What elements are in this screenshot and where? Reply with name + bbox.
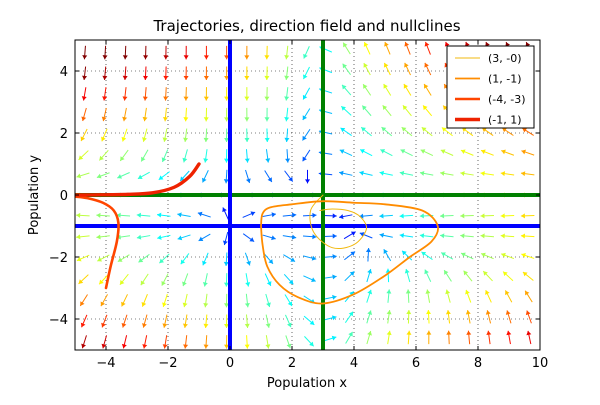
x-tick-label: 10 bbox=[532, 356, 549, 371]
x-tick-label: 8 bbox=[474, 356, 482, 371]
y-axis-label: Population y bbox=[27, 155, 42, 235]
y-tick-label: −2 bbox=[49, 251, 68, 266]
y-tick-label: −4 bbox=[49, 313, 68, 328]
y-tick-label: 4 bbox=[60, 65, 68, 80]
x-tick-label: 0 bbox=[226, 356, 234, 371]
legend-label: (-4, -3) bbox=[488, 93, 526, 106]
legend-label: (1, -1) bbox=[488, 73, 522, 86]
x-axis-label: Population x bbox=[267, 376, 347, 391]
x-tick-label: −2 bbox=[158, 356, 177, 371]
legend: (3, -0) (1, -1) (-4, -3) (-1, 1) bbox=[447, 46, 534, 128]
x-tick-label: 2 bbox=[288, 356, 296, 371]
x-tick-label: 6 bbox=[412, 356, 420, 371]
x-tick-label: 4 bbox=[350, 356, 358, 371]
chart-title: Trajectories, direction field and nullcl… bbox=[152, 17, 460, 35]
legend-label: (-1, 1) bbox=[488, 114, 522, 127]
legend-label: (3, -0) bbox=[488, 52, 522, 65]
y-tick-label: 0 bbox=[60, 189, 68, 204]
y-tick-label: 2 bbox=[60, 127, 68, 142]
x-tick-label: −4 bbox=[96, 356, 115, 371]
